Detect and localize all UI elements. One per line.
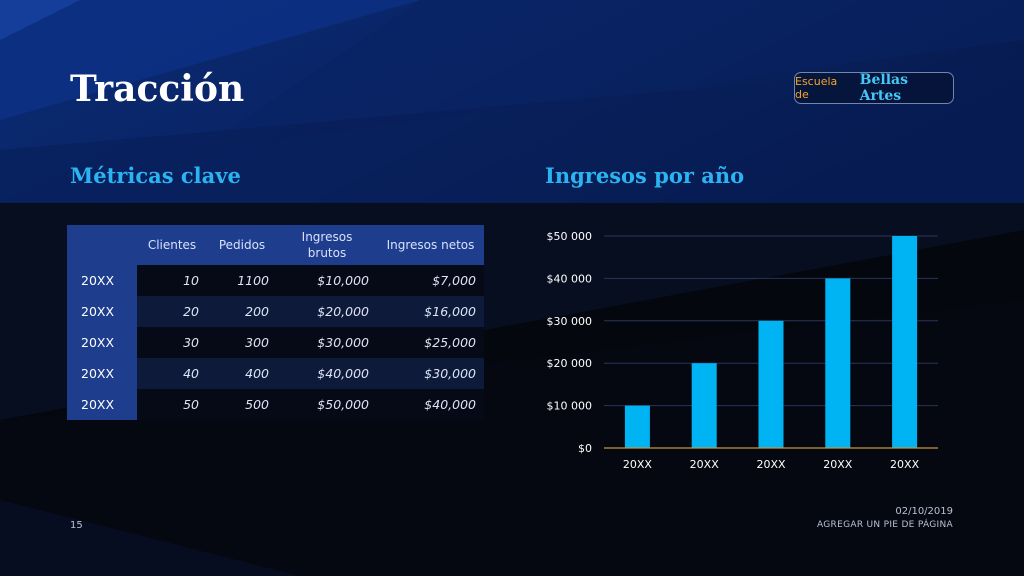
ingresos-brutos-cell: $10,000 (277, 265, 377, 296)
pedidos-cell: 200 (207, 296, 277, 327)
table-row: 20XX 10 1100 $10,000 $7,000 (67, 265, 484, 296)
metrics-title: Métricas clave (70, 163, 241, 188)
ingresos-netos-cell: $25,000 (377, 327, 484, 358)
clientes-cell: 50 (137, 389, 207, 420)
pedidos-cell: 1100 (207, 265, 277, 296)
table-row: 20XX 30 300 $30,000 $25,000 (67, 327, 484, 358)
clientes-cell: 10 (137, 265, 207, 296)
slide-title: Tracción (70, 68, 245, 110)
ingresos-netos-cell: $7,000 (377, 265, 484, 296)
table-header-row: Clientes Pedidos Ingresos brutos Ingreso… (67, 225, 484, 265)
header-cell-ingresos-netos: Ingresos netos (377, 225, 484, 265)
year-cell: 20XX (67, 265, 137, 296)
header-cell-ingresos-brutos: Ingresos brutos (277, 225, 377, 265)
school-logo: Escuela de Bellas Artes (794, 72, 954, 104)
header-cell-clientes: Clientes (137, 225, 207, 265)
pedidos-cell: 400 (207, 358, 277, 389)
ingresos-brutos-cell: $30,000 (277, 327, 377, 358)
ingresos-netos-cell: $16,000 (377, 296, 484, 327)
logo-text-small: Escuela de (795, 75, 838, 101)
page-number: 15 (70, 520, 83, 531)
ingresos-brutos-cell: $40,000 (277, 358, 377, 389)
pedidos-cell: 500 (207, 389, 277, 420)
ingresos-brutos-cell: $20,000 (277, 296, 377, 327)
slide-date: 02/10/2019 (895, 506, 953, 517)
clientes-cell: 40 (137, 358, 207, 389)
table-row: 20XX 20 200 $20,000 $16,000 (67, 296, 484, 327)
table-row: 20XX 50 500 $50,000 $40,000 (67, 389, 484, 420)
clientes-cell: 20 (137, 296, 207, 327)
header-cell-empty (67, 225, 137, 265)
year-cell: 20XX (67, 296, 137, 327)
chart-title: Ingresos por año (545, 163, 745, 188)
pedidos-cell: 300 (207, 327, 277, 358)
header-cell-pedidos: Pedidos (207, 225, 277, 265)
slide-footer: AGREGAR UN PIE DE PÁGINA (816, 520, 953, 530)
ingresos-brutos-cell: $50,000 (277, 389, 377, 420)
ingresos-netos-cell: $40,000 (377, 389, 484, 420)
year-cell: 20XX (67, 327, 137, 358)
clientes-cell: 30 (137, 327, 207, 358)
year-cell: 20XX (67, 389, 137, 420)
year-cell: 20XX (67, 358, 137, 389)
ingresos-netos-cell: $30,000 (377, 358, 484, 389)
table-row: 20XX 40 400 $40,000 $30,000 (67, 358, 484, 389)
metrics-table: Clientes Pedidos Ingresos brutos Ingreso… (67, 225, 484, 420)
logo-text-big: Bellas Artes (859, 72, 908, 104)
